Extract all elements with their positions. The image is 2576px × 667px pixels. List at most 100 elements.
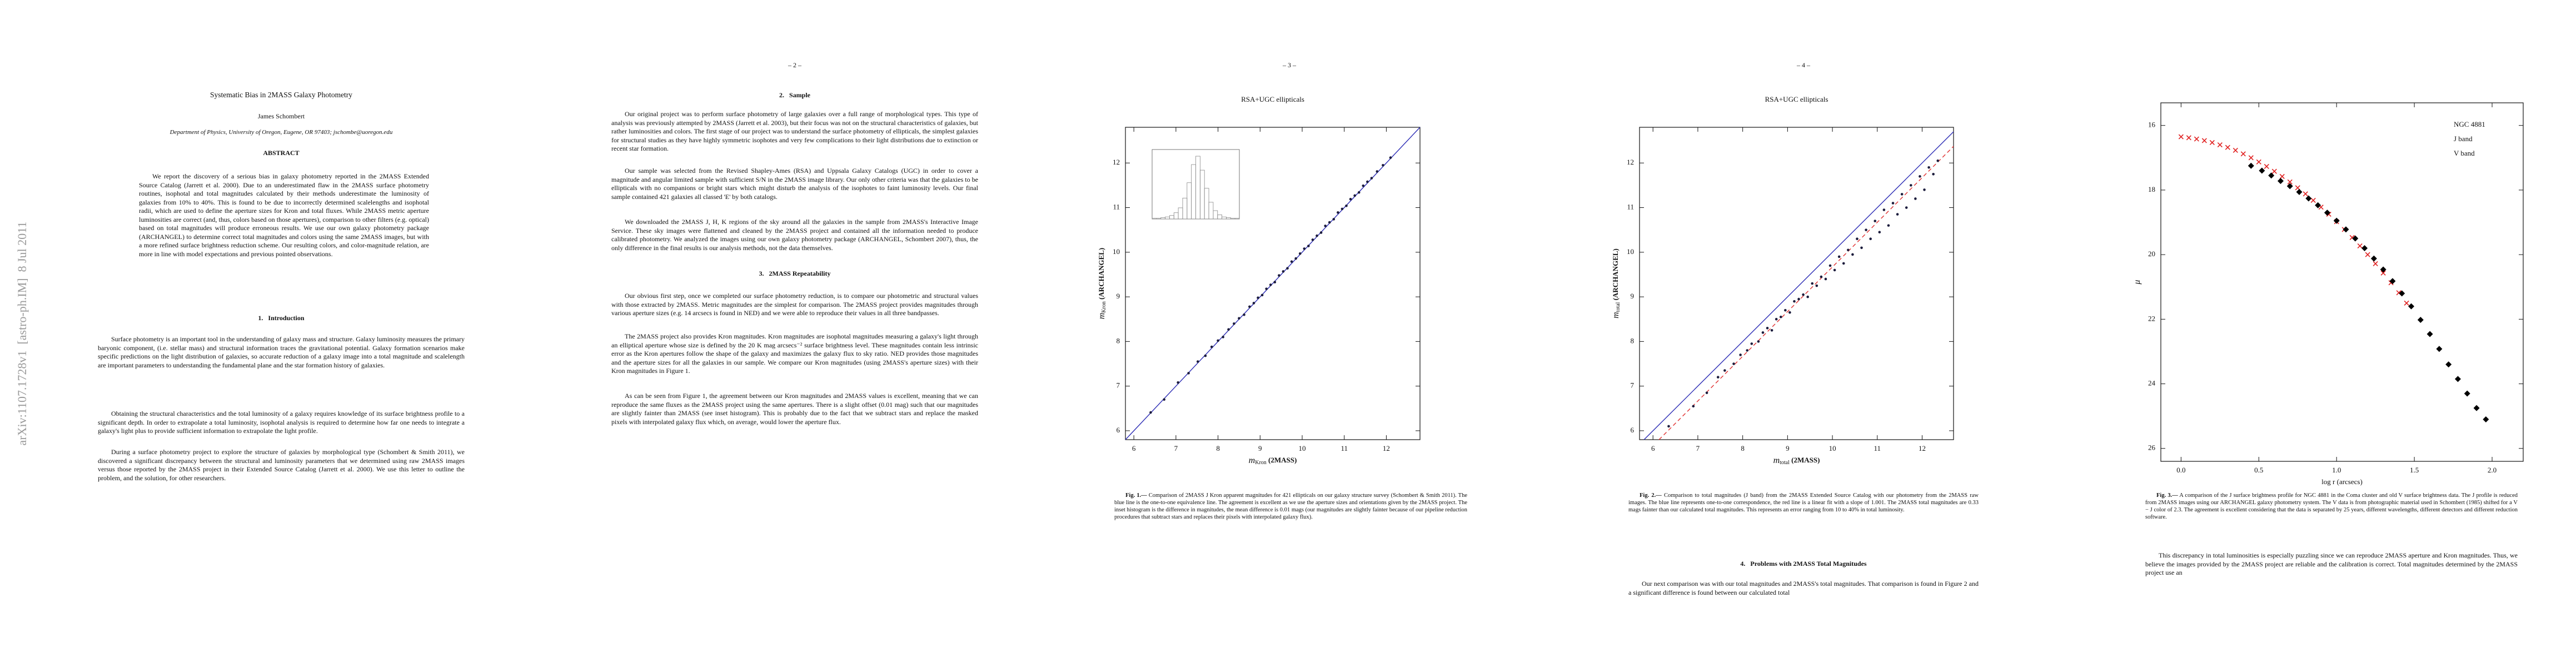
data-point: [1914, 197, 1917, 200]
data-point: [1257, 296, 1259, 299]
data-point: [1923, 188, 1926, 191]
section-heading: 4. Problems with 2MASS Total Magnitudes: [1740, 560, 1867, 568]
data-point: [1222, 336, 1224, 339]
data-point: [2264, 163, 2269, 170]
data-point: [1820, 275, 1823, 278]
data-point: [2389, 278, 2396, 285]
data-point: [1286, 267, 1289, 270]
axis-text: log r (arcsecs): [2321, 477, 2363, 486]
data-point: [2310, 197, 2316, 203]
data-point: [2296, 188, 2303, 195]
paper-title: Systematic Bias in 2MASS Galaxy Photomet…: [210, 91, 353, 99]
x-tick-label: 10: [1299, 444, 1306, 452]
affiliation: Department of Physics, University of Ore…: [170, 129, 393, 136]
data-point: [2404, 300, 2409, 306]
section-heading: 1. Introduction: [258, 314, 305, 322]
page-number: – 4 –: [1797, 61, 1810, 69]
page-number: – 3 –: [1283, 61, 1296, 69]
data-point: [1932, 173, 1935, 176]
x-tick-label: 11: [1874, 444, 1881, 452]
data-point: [1163, 398, 1165, 401]
data-point: [1210, 345, 1213, 349]
caption-label: Fig. 3.—: [2156, 492, 2178, 499]
data-point: [2454, 376, 2461, 382]
abstract: We report the discovery of a serious bia…: [139, 172, 429, 258]
caption-label: Fig. 2.—: [1640, 492, 1662, 499]
data-point: [2248, 155, 2254, 161]
data-point: [1919, 175, 1921, 178]
data-point: [1319, 231, 1323, 234]
figure-caption: Fig. 3.— A comparison of the J surface b…: [2145, 492, 2518, 521]
data-point: [1204, 354, 1207, 357]
data-point: [1362, 184, 1365, 187]
inset-histogram-bar: [1234, 218, 1240, 220]
data-point: [1900, 193, 1904, 196]
data-point: [2225, 145, 2230, 150]
data-point: [1273, 281, 1277, 283]
data-point: [1788, 311, 1791, 314]
data-point: [1936, 159, 1940, 162]
x-tick-label: 9: [1258, 444, 1262, 452]
data-point: [1316, 234, 1318, 237]
data-point: [2373, 261, 2378, 266]
y-tick-label: 7: [1117, 381, 1120, 390]
axis-subscript: total: [1780, 460, 1790, 466]
data-point: [2473, 405, 2480, 411]
data-point: [1828, 264, 1832, 267]
data-point: [1757, 340, 1760, 343]
author: James Schombert: [257, 112, 305, 120]
axis-symbol: μ: [2132, 280, 2142, 285]
x-tick-label: 8: [1216, 444, 1220, 452]
data-point: [2352, 235, 2359, 242]
data-point: [2279, 173, 2285, 180]
data-point: [1847, 248, 1850, 252]
data-point: [1389, 156, 1392, 159]
data-point: [1307, 245, 1310, 247]
data-point: [2209, 140, 2215, 146]
data-point: [2333, 217, 2340, 224]
y-tick-label: 12: [1113, 158, 1120, 166]
data-point: [1878, 231, 1881, 233]
data-point: [2201, 138, 2207, 143]
data-point: [1324, 225, 1327, 227]
y-tick-label: 20: [2148, 250, 2155, 258]
axis-label: mKron (2MASS): [1249, 456, 1297, 466]
y-tick-label: 9: [1631, 292, 1635, 300]
data-point: [1811, 282, 1814, 285]
plot-frame: [1639, 127, 1954, 440]
data-point: [2324, 210, 2330, 216]
axis-label: mtotal (ARCHANGEL): [1611, 248, 1622, 318]
data-point: [2303, 191, 2308, 197]
data-point: [2217, 142, 2223, 148]
data-point: [1303, 247, 1306, 250]
data-point: [1337, 211, 1339, 214]
axis-subscript: Kron: [1101, 301, 1107, 313]
y-tick-label: 16: [2148, 121, 2156, 129]
caption-text: Comparison to total magnitudes (J band) …: [1628, 492, 1979, 513]
legend-entry: J band: [2454, 135, 2473, 143]
data-point: [2370, 255, 2377, 262]
data-point: [1775, 317, 1778, 321]
data-point: [2464, 390, 2470, 397]
x-tick-label: 0.0: [2176, 466, 2185, 474]
data-point: [1357, 191, 1361, 194]
data-point: [1705, 391, 1708, 394]
x-tick-label: 11: [1341, 444, 1348, 452]
y-tick-label: 6: [1117, 426, 1120, 434]
y-tick-label: 8: [1631, 336, 1635, 345]
data-point: [1887, 224, 1890, 227]
legend-entry: V band: [2454, 149, 2475, 157]
y-tick-label: 26: [2148, 444, 2156, 452]
data-point: [1290, 260, 1293, 263]
data-point: [1233, 322, 1235, 325]
x-tick-label: 7: [1696, 444, 1700, 452]
data-point: [2194, 136, 2199, 142]
data-point: [1837, 255, 1841, 258]
y-tick-label: 8: [1117, 336, 1120, 345]
y-tick-label: 10: [1113, 247, 1120, 256]
paragraph: Surface photometry is an important tool …: [98, 335, 465, 369]
one-to-one-line: [1125, 127, 1421, 440]
data-point: [1282, 270, 1285, 273]
x-tick-label: 6: [1132, 444, 1136, 452]
